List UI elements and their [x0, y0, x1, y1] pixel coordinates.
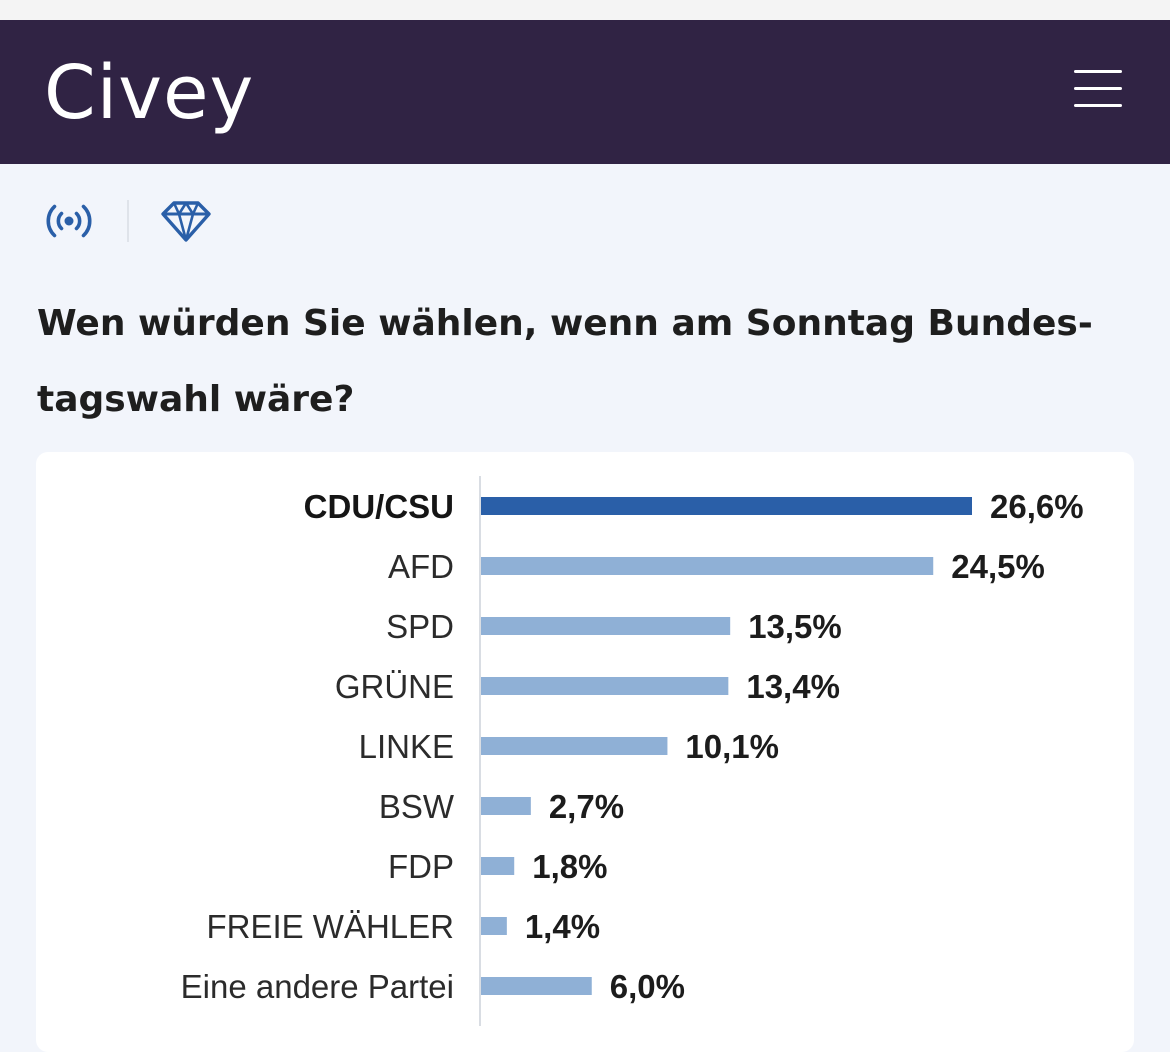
- category-label: SPD: [386, 608, 454, 645]
- category-label: Eine andere Partei: [181, 968, 454, 1005]
- status-strip: [0, 0, 1170, 20]
- value-label: 13,5%: [748, 608, 842, 645]
- value-label: 26,6%: [990, 488, 1084, 525]
- value-label: 6,0%: [610, 968, 685, 1005]
- hamburger-menu-icon[interactable]: [1066, 64, 1128, 120]
- bar: [481, 557, 934, 575]
- value-label: 2,7%: [549, 788, 624, 825]
- value-label: 1,8%: [532, 848, 607, 885]
- bar: [481, 677, 729, 695]
- bar: [481, 737, 668, 755]
- value-label: 24,5%: [951, 548, 1045, 585]
- category-label: AFD: [388, 548, 454, 585]
- poll-question: Wen würden Sie wählen, wenn am Sonntag B…: [37, 303, 1093, 420]
- category-label: CDU/CSU: [304, 488, 454, 525]
- category-label: BSW: [379, 788, 455, 825]
- bar: [481, 917, 507, 935]
- value-label: 1,4%: [525, 908, 600, 945]
- category-label: LINKE: [359, 728, 454, 765]
- icon-divider: [127, 200, 129, 242]
- bar: [481, 857, 515, 875]
- bar: [481, 797, 531, 815]
- results-card: CDU/CSU 26,6% AFD 24,5% SPD 13,5% GRÜNE 13,4% LI…: [36, 452, 1134, 1052]
- civey-logo[interactable]: Civey: [44, 50, 255, 136]
- bar: [481, 617, 731, 635]
- app-header: Civey: [0, 20, 1170, 164]
- diamond-icon[interactable]: [160, 198, 212, 244]
- category-label: FDP: [388, 848, 454, 885]
- bar: [481, 497, 972, 515]
- value-label: 10,1%: [685, 728, 779, 765]
- value-label: 13,4%: [746, 668, 840, 705]
- bar: [481, 977, 592, 995]
- poll-bar-chart: CDU/CSU 26,6% AFD 24,5% SPD 13,5% GRÜNE 13,4% LI…: [181, 476, 1084, 1026]
- category-label: GRÜNE: [335, 668, 454, 705]
- category-label: FREIE WÄHLER: [206, 908, 454, 945]
- broadcast-icon[interactable]: [44, 198, 94, 244]
